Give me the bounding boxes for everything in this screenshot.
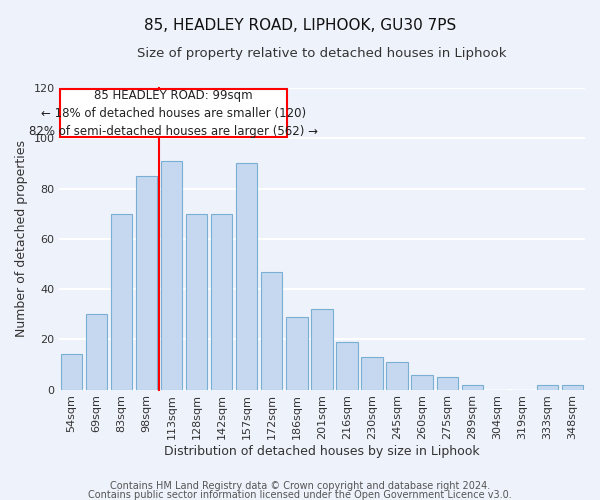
Bar bbox=[61, 354, 82, 390]
Text: 85, HEADLEY ROAD, LIPHOOK, GU30 7PS: 85, HEADLEY ROAD, LIPHOOK, GU30 7PS bbox=[144, 18, 456, 32]
Text: 85 HEADLEY ROAD: 99sqm
← 18% of detached houses are smaller (120)
82% of semi-de: 85 HEADLEY ROAD: 99sqm ← 18% of detached… bbox=[29, 88, 318, 138]
Bar bbox=[286, 317, 308, 390]
X-axis label: Distribution of detached houses by size in Liphook: Distribution of detached houses by size … bbox=[164, 444, 480, 458]
Bar bbox=[86, 314, 107, 390]
Bar bbox=[337, 342, 358, 390]
Bar bbox=[136, 176, 157, 390]
Bar bbox=[386, 362, 408, 390]
Text: Contains public sector information licensed under the Open Government Licence v3: Contains public sector information licen… bbox=[88, 490, 512, 500]
Bar bbox=[461, 384, 483, 390]
Bar bbox=[161, 161, 182, 390]
Bar bbox=[562, 384, 583, 390]
FancyBboxPatch shape bbox=[60, 90, 287, 137]
Bar bbox=[437, 377, 458, 390]
Bar bbox=[311, 309, 332, 390]
Bar bbox=[537, 384, 558, 390]
Bar bbox=[186, 214, 207, 390]
Bar bbox=[111, 214, 132, 390]
Y-axis label: Number of detached properties: Number of detached properties bbox=[15, 140, 28, 338]
Bar bbox=[211, 214, 232, 390]
Bar bbox=[236, 164, 257, 390]
Bar bbox=[261, 272, 283, 390]
Title: Size of property relative to detached houses in Liphook: Size of property relative to detached ho… bbox=[137, 48, 506, 60]
Bar bbox=[361, 357, 383, 390]
Text: Contains HM Land Registry data © Crown copyright and database right 2024.: Contains HM Land Registry data © Crown c… bbox=[110, 481, 490, 491]
Bar bbox=[412, 374, 433, 390]
